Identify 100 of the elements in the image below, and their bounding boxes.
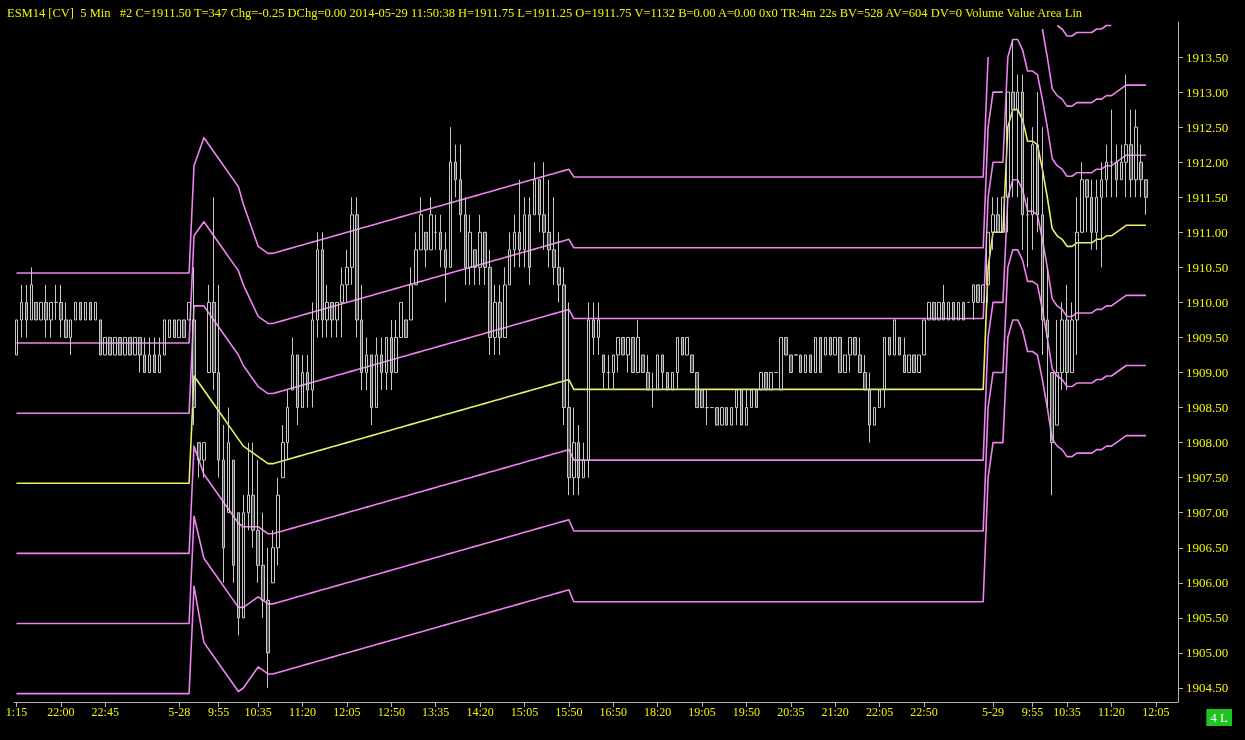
candlestick [54, 284, 58, 321]
y-tick-label: 1911.00 [1186, 224, 1228, 240]
candlestick [542, 161, 546, 251]
candlestick [44, 284, 48, 338]
candlestick [498, 284, 502, 356]
candlestick [533, 161, 536, 216]
candlestick [1036, 91, 1039, 233]
candlestick [266, 547, 270, 689]
candlestick [222, 424, 225, 584]
candlestick [700, 389, 704, 409]
candlestick [572, 407, 576, 496]
candlestick [735, 389, 738, 426]
candlestick [256, 459, 260, 584]
candlestick [449, 126, 452, 268]
candlestick [681, 336, 684, 356]
x-tick-label: 22:50 [910, 705, 938, 719]
text: 4 L [1210, 710, 1229, 725]
x-tick-label: 12:05 [1142, 705, 1170, 719]
candlestick [656, 354, 659, 391]
candlestick [103, 336, 107, 356]
y-tick-label: 1912.00 [1186, 154, 1229, 170]
candlestick [1085, 179, 1089, 233]
candlestick [197, 442, 201, 479]
candlestick [168, 319, 171, 338]
candlestick [444, 231, 447, 303]
candlestick [64, 301, 68, 338]
candlestick [1016, 74, 1019, 198]
candlestick [592, 301, 595, 356]
candlestick [1011, 39, 1015, 198]
candlestick [380, 336, 383, 391]
x-tick-label: 11:20 [1097, 705, 1125, 719]
candlestick [646, 354, 650, 391]
candlestick [108, 336, 112, 356]
candlestick [301, 354, 304, 409]
candlestick [459, 144, 462, 233]
candlestick [113, 336, 117, 356]
candlestick [74, 301, 77, 321]
candlestick [666, 372, 669, 391]
candlestick [454, 144, 457, 198]
candlestick [898, 336, 901, 356]
candlestick [784, 336, 788, 356]
x-tick-label: 11:20 [289, 705, 316, 719]
candlestick [513, 214, 516, 268]
y-tick-label: 1908.00 [1186, 435, 1229, 451]
candlestick [49, 301, 53, 338]
candlestick [597, 301, 600, 356]
candlestick [720, 407, 724, 426]
line-series [15, 108, 1147, 485]
x-tick-label: 16:50 [599, 705, 627, 719]
y-tick-label: 1905.00 [1186, 645, 1229, 661]
candlestick [1139, 144, 1143, 198]
candlestick [192, 266, 196, 426]
candlestick [745, 389, 748, 426]
candlestick [903, 336, 906, 374]
candlestick [764, 372, 768, 391]
candlestick [30, 266, 33, 321]
candlestick [809, 354, 812, 374]
candlestick [89, 301, 92, 321]
candlestick [153, 336, 156, 374]
candlestick [518, 179, 521, 268]
y-tick-label: 1910.00 [1186, 294, 1229, 310]
candlestick [695, 372, 699, 409]
candlestick [375, 336, 378, 409]
candlestick [163, 319, 166, 356]
candlestick [829, 336, 832, 356]
candlestick [158, 336, 161, 374]
candlestick [404, 319, 408, 338]
candlestick [365, 336, 368, 391]
candlestick [1046, 266, 1049, 409]
candlestick [59, 284, 63, 338]
candlestick [715, 407, 719, 426]
candlestick [789, 354, 793, 374]
candlestick [1100, 161, 1103, 268]
candlestick [212, 196, 216, 391]
y-tick-label: 1907.50 [1186, 470, 1229, 486]
candlestick [863, 354, 867, 391]
candlestick [478, 214, 482, 286]
candlestick [242, 494, 245, 619]
x-tick-label: 9:55 [208, 705, 230, 719]
candlestick [1144, 179, 1148, 216]
candlestick [1026, 196, 1029, 268]
candlestick [671, 372, 674, 391]
candlestick [138, 336, 142, 374]
candlestick [725, 407, 728, 426]
x-tick-label: 10:35 [244, 705, 272, 719]
candlestick [177, 319, 181, 338]
candlestick [143, 336, 146, 374]
candlestick [636, 319, 640, 374]
candlestick [118, 336, 122, 356]
candlestick [148, 336, 151, 374]
candlestick [202, 442, 206, 479]
candlestick [247, 442, 250, 531]
candlestick [261, 512, 265, 619]
candlestick [1129, 109, 1133, 198]
candlestick [1050, 372, 1054, 496]
x-tick-label: 5-29 [982, 705, 1005, 719]
candlestick [730, 407, 733, 426]
y-tick-label: 1913.00 [1186, 84, 1229, 100]
candlestick [577, 424, 580, 496]
candlestick [439, 214, 442, 268]
